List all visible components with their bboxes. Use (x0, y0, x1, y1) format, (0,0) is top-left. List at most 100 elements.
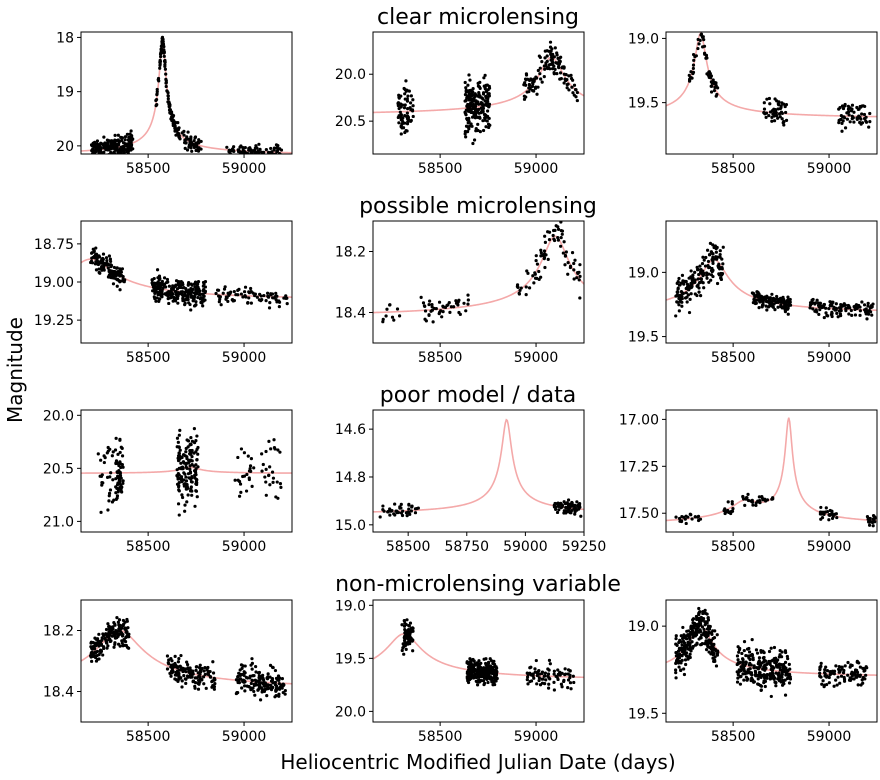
data-point (818, 671, 822, 675)
data-point (89, 655, 93, 659)
data-point (785, 654, 789, 659)
data-point (268, 483, 272, 487)
data-point (697, 272, 701, 277)
data-point (750, 673, 754, 677)
data-point (393, 502, 397, 506)
data-point (160, 36, 164, 41)
data-point (536, 670, 540, 674)
data-point (762, 101, 766, 105)
y-tick-label: 21.0 (43, 514, 74, 530)
data-point (271, 480, 275, 484)
data-point (563, 263, 567, 267)
data-point (177, 126, 181, 130)
data-point (686, 515, 690, 519)
data-point (263, 475, 267, 479)
data-point (552, 672, 556, 676)
data-point (97, 270, 101, 275)
data-point (193, 681, 198, 685)
data-point (117, 627, 121, 631)
data-point (99, 510, 103, 514)
data-point (674, 515, 678, 519)
data-point (381, 320, 385, 324)
data-point (822, 315, 826, 320)
data-point (466, 680, 471, 685)
data-point (399, 102, 403, 106)
data-point (763, 659, 768, 663)
data-point (192, 427, 196, 431)
data-point (783, 303, 787, 307)
data-point (181, 495, 185, 500)
data-point (249, 457, 254, 461)
data-point (182, 673, 186, 678)
data-point (842, 677, 847, 681)
data-point (737, 661, 741, 665)
data-point (526, 675, 530, 679)
data-point (742, 667, 746, 671)
data-point (770, 676, 774, 680)
data-point (245, 472, 249, 477)
data-point (189, 449, 193, 453)
data-point (120, 626, 124, 630)
data-point (275, 480, 279, 484)
data-point (538, 55, 542, 60)
data-point (559, 682, 564, 686)
data-point (472, 138, 477, 142)
data-point (726, 500, 730, 504)
x-tick-label: 58500 (126, 539, 171, 555)
data-point (696, 46, 700, 51)
data-point (181, 453, 186, 457)
data-point (776, 673, 780, 677)
data-point (762, 681, 766, 685)
data-point (244, 675, 248, 679)
data-point (577, 502, 582, 506)
data-point (180, 679, 184, 683)
data-point (274, 686, 279, 691)
data-point (833, 307, 838, 311)
data-point (381, 504, 385, 508)
data-point (236, 680, 240, 685)
data-point (680, 304, 684, 308)
data-point (769, 646, 773, 650)
data-point (406, 628, 411, 632)
data-point (180, 493, 184, 497)
axes-frame (372, 409, 585, 533)
data-point (456, 303, 460, 307)
data-point (699, 642, 704, 647)
data-point (572, 261, 576, 266)
data-point (182, 133, 186, 137)
data-point (575, 90, 580, 95)
x-tick-label: 58500 (386, 539, 431, 555)
data-point (466, 83, 470, 87)
data-point (691, 644, 695, 649)
data-point (483, 87, 487, 91)
data-point (196, 282, 200, 286)
data-point (101, 653, 105, 657)
data-point (189, 308, 193, 312)
data-point (405, 88, 409, 92)
data-point (750, 652, 754, 657)
data-point (864, 119, 868, 123)
data-point (866, 301, 870, 305)
data-point (578, 274, 582, 278)
y-tick-label: 19.0 (628, 31, 659, 47)
data-point (119, 462, 123, 466)
data-point (468, 124, 472, 128)
data-point (570, 500, 574, 505)
data-point (470, 92, 474, 96)
data-point (568, 264, 573, 268)
data-point (261, 462, 265, 467)
data-point (570, 251, 575, 255)
data-point (839, 665, 844, 669)
data-point (409, 509, 414, 513)
data-point (679, 519, 684, 524)
data-point (125, 148, 129, 152)
model-curve (373, 235, 584, 314)
data-point (242, 451, 247, 455)
x-tick-label: 59000 (807, 350, 852, 366)
data-point (113, 641, 117, 645)
data-point (484, 83, 488, 87)
y-tick-label: 18.2 (335, 245, 366, 261)
data-point (249, 301, 253, 305)
data-point (101, 156, 104, 159)
data-point (712, 89, 717, 93)
